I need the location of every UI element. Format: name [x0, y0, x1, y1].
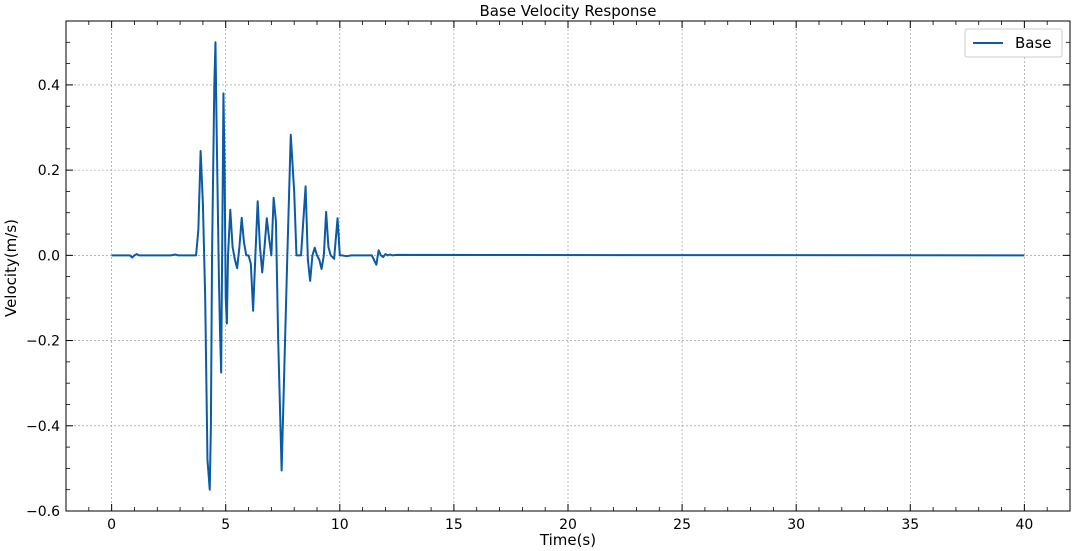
y-tick-label: −0.6 — [26, 504, 60, 520]
x-tick-label: 0 — [107, 517, 116, 533]
y-tick-label: 0.2 — [38, 163, 60, 179]
ticks: 0 5 10 15 20 25 30 35 40 −0.6 −0.4 −0.2 0.0 0.2 0.4 — [26, 21, 1070, 533]
x-tick-label: 30 — [787, 517, 805, 533]
x-tick-label: 10 — [331, 517, 349, 533]
y-axis-label: Velocity(m/s) — [2, 219, 20, 317]
legend-box — [964, 28, 1063, 58]
legend: Base — [964, 28, 1063, 58]
x-tick-label: 40 — [1015, 517, 1033, 533]
y-tick-label: 0.4 — [38, 78, 60, 94]
y-tick-label: −0.2 — [26, 334, 60, 350]
series-layer — [111, 41, 1025, 491]
y-tick-label: −0.4 — [26, 419, 60, 435]
x-tick-label: 25 — [673, 517, 691, 533]
x-tick-label: 15 — [445, 517, 463, 533]
x-tick-label: 5 — [221, 517, 230, 533]
x-axis-label: Time(s) — [539, 531, 596, 549]
y-tick-label: 0.0 — [38, 248, 60, 264]
series-line-base — [111, 41, 1025, 491]
x-tick-label: 35 — [901, 517, 919, 533]
x-tick-label: 20 — [559, 517, 577, 533]
legend-label-base: Base — [1015, 34, 1052, 52]
chart-title: Base Velocity Response — [480, 2, 657, 20]
